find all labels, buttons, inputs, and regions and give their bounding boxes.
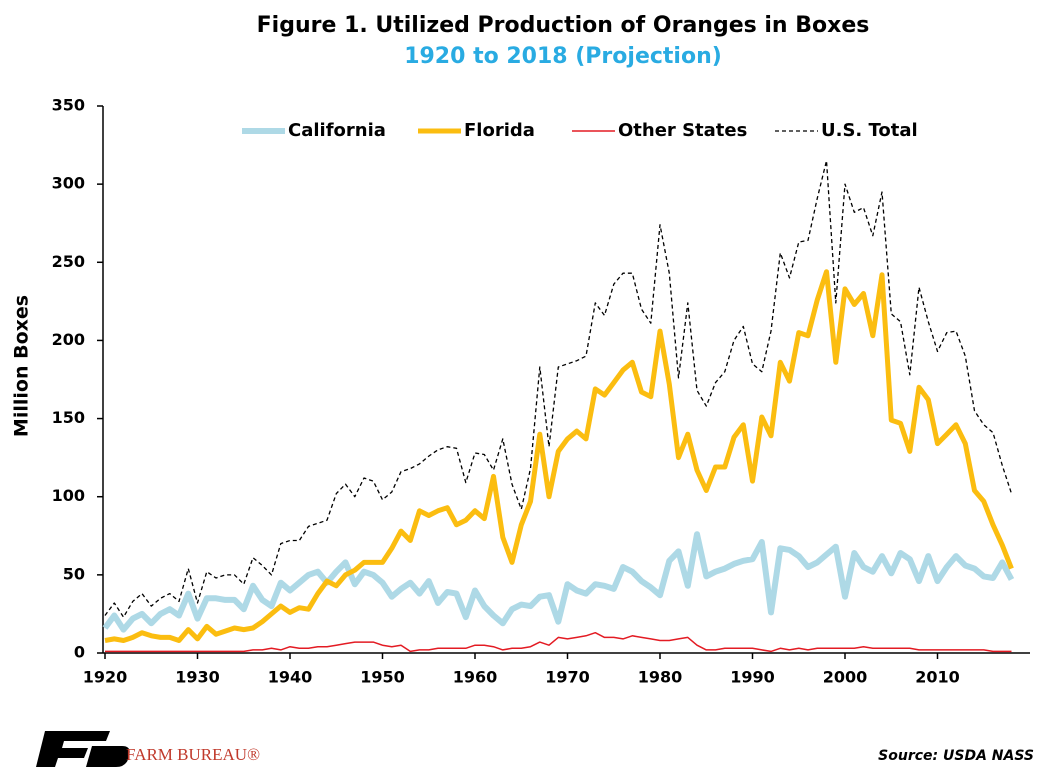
- x-tick-label: 1920: [83, 668, 128, 687]
- y-tick-label: 150: [52, 408, 85, 427]
- logo-mark-f: [36, 731, 110, 767]
- legend-label: Other States: [618, 120, 747, 141]
- y-tick-label: 300: [52, 174, 85, 193]
- y-tick-label: 250: [52, 252, 85, 271]
- legend-label: California: [288, 120, 386, 141]
- logo: FARM BUREAU®: [36, 731, 260, 767]
- series-line: [102, 531, 1015, 633]
- y-axis-label: Million Boxes: [11, 295, 33, 437]
- y-tick-label: 200: [52, 330, 85, 349]
- x-tick-label: 1970: [545, 668, 590, 687]
- x-tick-label: 2000: [823, 668, 868, 687]
- x-tick-label: 1950: [360, 668, 405, 687]
- x-tick-label: 1940: [268, 668, 313, 687]
- chart-subtitle: 1920 to 2018 (Projection): [404, 44, 722, 69]
- series-line: [104, 160, 1013, 618]
- logo-text: FARM BUREAU®: [126, 745, 260, 764]
- source-note: Source: USDA NASS: [878, 748, 1034, 764]
- x-tick-label: 1990: [730, 668, 775, 687]
- x-tick-label: 1960: [453, 668, 498, 687]
- series-line: [105, 631, 1012, 653]
- logo-mark-b: [86, 746, 130, 767]
- chart-title: Figure 1. Utilized Production of Oranges…: [257, 13, 870, 38]
- y-tick-label: 50: [63, 564, 85, 583]
- legend-label: Florida: [464, 120, 535, 141]
- series-line: [104, 269, 1014, 643]
- legend-label: U.S. Total: [821, 120, 918, 141]
- x-tick-label: 1980: [638, 668, 683, 687]
- y-tick-label: 0: [74, 643, 85, 662]
- x-tick-label: 2010: [915, 668, 960, 687]
- y-tick-label: 100: [52, 486, 85, 505]
- x-tick-label: 1930: [175, 668, 220, 687]
- y-tick-label: 350: [52, 96, 85, 115]
